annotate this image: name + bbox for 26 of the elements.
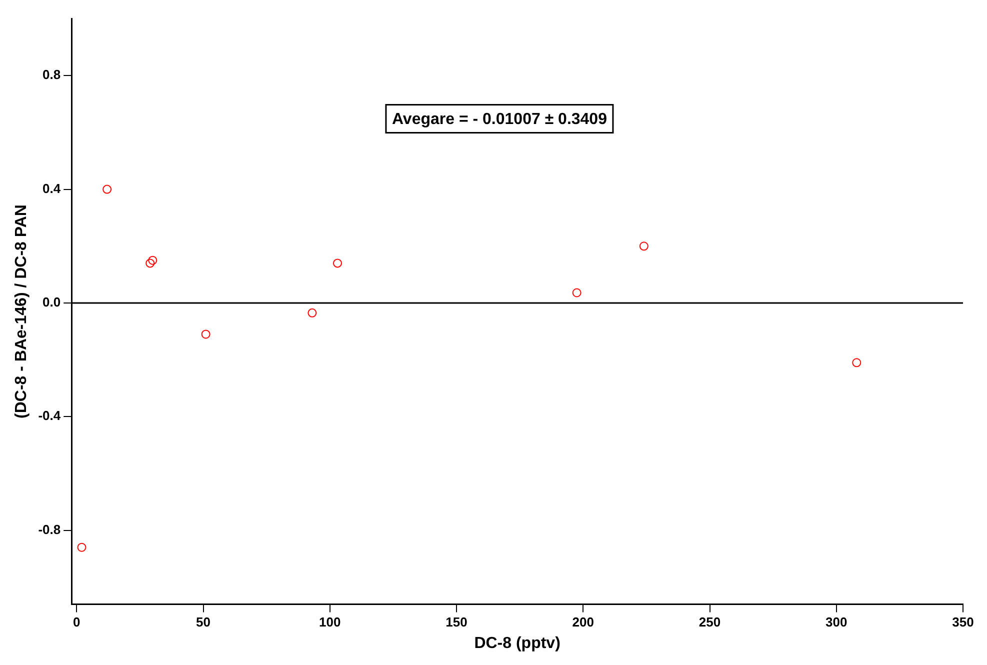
point — [639, 242, 648, 251]
point — [102, 184, 112, 194]
x-tick-label: 300 — [826, 614, 848, 630]
x-tick-label: 150 — [446, 614, 468, 630]
point — [572, 288, 582, 298]
x-axis-title: DC-8 (pptv) — [474, 634, 560, 652]
x-tick-label: 350 — [952, 614, 974, 630]
x-tick-label: 200 — [572, 614, 594, 630]
point — [148, 256, 158, 265]
point — [146, 258, 155, 268]
y-tick-label: 0.4 — [42, 180, 62, 196]
x-tick-label: 50 — [196, 614, 211, 630]
x-tick-label: 0 — [73, 614, 80, 630]
point — [201, 330, 210, 339]
point — [333, 258, 342, 268]
annotation: Avegare = - 0.01007 ± 0.3409 — [392, 111, 608, 128]
y-tick-label: 0.8 — [42, 67, 61, 82]
y-tick-label: -0.8 — [38, 522, 61, 537]
y-axis-title: (DC-8 - BAe-146) / DC-8 PAN — [13, 204, 30, 418]
y-tick-label: -0.4 — [38, 408, 62, 424]
point — [77, 542, 86, 552]
point — [308, 308, 317, 318]
y-tick-label: 0.0 — [42, 294, 61, 310]
x-tick-label: 250 — [698, 614, 721, 630]
point — [852, 358, 862, 368]
x-tick-label: 100 — [319, 614, 341, 630]
